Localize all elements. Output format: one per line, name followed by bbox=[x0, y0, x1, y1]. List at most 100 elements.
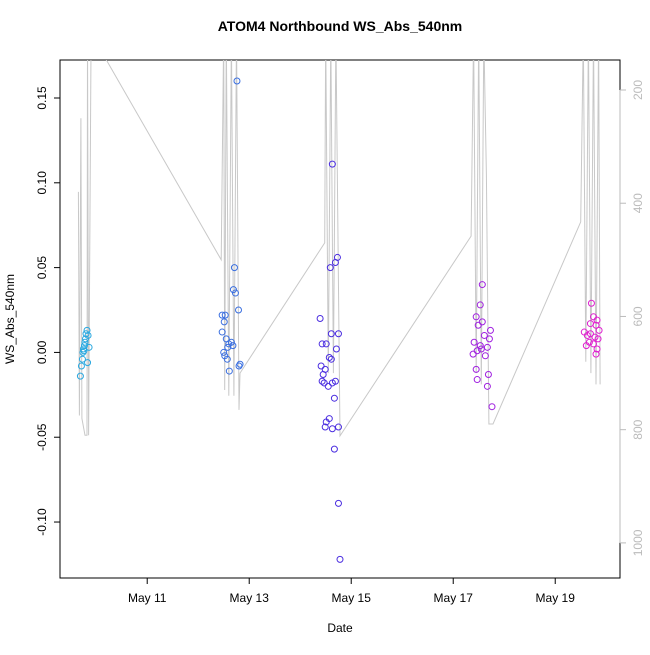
y-tick-label: 0.00 bbox=[35, 340, 49, 364]
y-tick-label: -0.10 bbox=[35, 508, 49, 536]
point bbox=[321, 423, 329, 431]
point bbox=[235, 362, 243, 370]
point bbox=[478, 281, 486, 289]
point bbox=[229, 286, 237, 294]
point bbox=[477, 345, 485, 353]
point bbox=[320, 379, 328, 387]
y-tick-label: -0.05 bbox=[35, 423, 49, 451]
pressure-line bbox=[77, 60, 601, 438]
x-tick-label: May 19 bbox=[536, 591, 576, 605]
x-axis-label: Date bbox=[327, 621, 353, 635]
point bbox=[231, 289, 239, 297]
point bbox=[229, 342, 237, 350]
point bbox=[476, 301, 484, 309]
point bbox=[481, 352, 489, 360]
point bbox=[476, 342, 484, 350]
point bbox=[334, 423, 342, 431]
point bbox=[319, 370, 327, 378]
point bbox=[83, 326, 91, 334]
point bbox=[225, 367, 233, 375]
point bbox=[469, 350, 477, 358]
point bbox=[473, 376, 481, 384]
point bbox=[330, 394, 338, 402]
point bbox=[587, 299, 595, 307]
point bbox=[317, 362, 325, 370]
point bbox=[326, 264, 334, 272]
point bbox=[331, 377, 339, 385]
point bbox=[589, 340, 597, 348]
point bbox=[593, 316, 601, 324]
point bbox=[592, 350, 600, 358]
point bbox=[318, 340, 326, 348]
point bbox=[582, 342, 590, 350]
point bbox=[328, 425, 336, 433]
point bbox=[221, 311, 229, 319]
y-axis-label: WS_Abs_540nm bbox=[3, 274, 17, 364]
point bbox=[473, 347, 481, 355]
point bbox=[322, 340, 330, 348]
point bbox=[316, 314, 324, 322]
point bbox=[328, 160, 336, 168]
point bbox=[327, 330, 335, 338]
point bbox=[483, 382, 491, 390]
point bbox=[322, 418, 330, 426]
point bbox=[472, 313, 480, 321]
point bbox=[483, 343, 491, 351]
point bbox=[478, 318, 486, 326]
point bbox=[331, 259, 339, 267]
point bbox=[230, 264, 238, 272]
point bbox=[484, 370, 492, 378]
point bbox=[593, 345, 601, 353]
point bbox=[220, 318, 228, 326]
point bbox=[480, 331, 488, 339]
point bbox=[334, 330, 342, 338]
point bbox=[327, 355, 335, 363]
point bbox=[332, 345, 340, 353]
point bbox=[79, 348, 87, 356]
y2-tick-label: 800 bbox=[631, 419, 645, 439]
point bbox=[486, 326, 494, 334]
point bbox=[594, 335, 602, 343]
point bbox=[76, 372, 84, 380]
point bbox=[77, 362, 85, 370]
point bbox=[78, 355, 86, 363]
point bbox=[595, 326, 603, 334]
point bbox=[488, 403, 496, 411]
y2-tick-label: 400 bbox=[631, 193, 645, 213]
y-tick-label: 0.15 bbox=[35, 86, 49, 110]
y2-tick-label: 200 bbox=[631, 80, 645, 100]
point bbox=[485, 335, 493, 343]
point bbox=[220, 348, 228, 356]
y2-tick-label: 600 bbox=[631, 306, 645, 326]
point bbox=[236, 360, 244, 368]
point bbox=[324, 382, 332, 390]
point bbox=[84, 331, 92, 339]
point bbox=[474, 321, 482, 329]
point bbox=[84, 359, 92, 367]
y2-tick-label: 1000 bbox=[631, 529, 645, 556]
x-tick-label: May 13 bbox=[230, 591, 270, 605]
point bbox=[583, 331, 591, 339]
y-tick-label: 0.10 bbox=[35, 171, 49, 195]
point bbox=[223, 355, 231, 363]
point bbox=[334, 499, 342, 507]
chart-title: ATOM4 Northbound WS_Abs_540nm bbox=[218, 18, 463, 34]
y-tick-label: 0.05 bbox=[35, 256, 49, 280]
point bbox=[233, 77, 241, 85]
point bbox=[218, 328, 226, 336]
point bbox=[330, 445, 338, 453]
point bbox=[318, 377, 326, 385]
point bbox=[227, 338, 235, 346]
point bbox=[586, 320, 594, 328]
x-tick-label: May 11 bbox=[128, 591, 167, 605]
point bbox=[235, 306, 243, 314]
point bbox=[82, 330, 90, 338]
point bbox=[218, 311, 226, 319]
point bbox=[325, 354, 333, 362]
point bbox=[470, 338, 478, 346]
point bbox=[472, 365, 480, 373]
plot-area bbox=[76, 60, 603, 563]
point bbox=[81, 338, 89, 346]
point bbox=[80, 347, 88, 355]
